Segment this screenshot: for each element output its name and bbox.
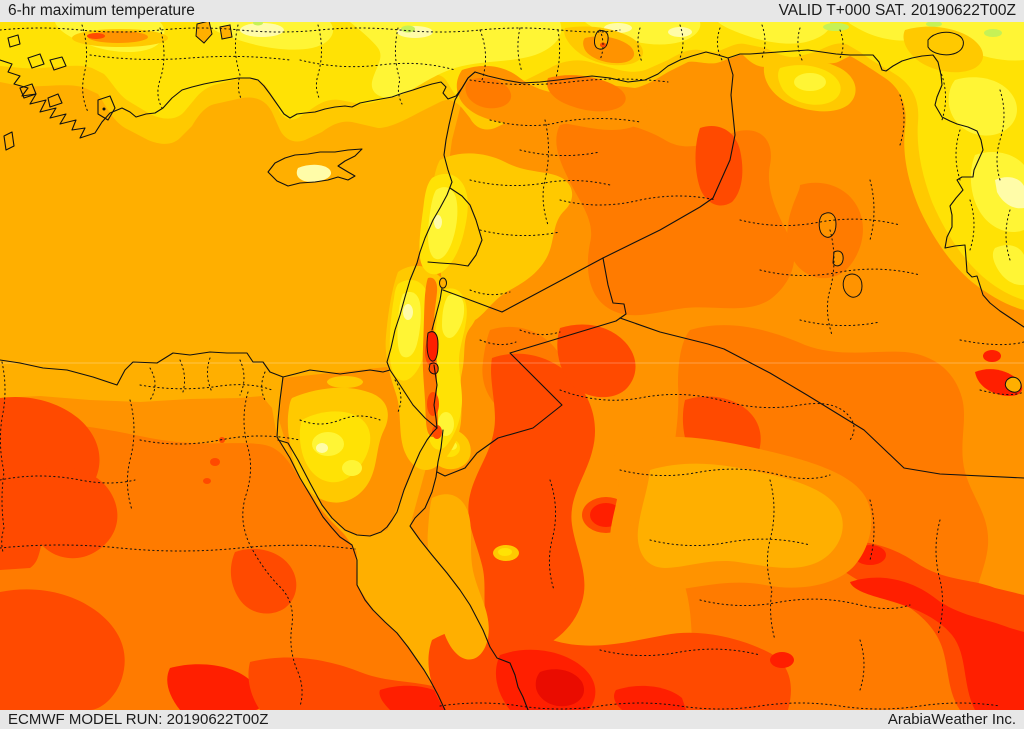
- footer-bar: ECMWF MODEL RUN: 20190622T00Z ArabiaWeat…: [0, 710, 1024, 729]
- attribution-label: ArabiaWeather Inc.: [887, 711, 1016, 728]
- temperature-field: [0, 20, 1024, 710]
- lakes: [102, 20, 1022, 393]
- admin-boundaries: [0, 24, 1024, 710]
- valid-timestamp: VALID T+000 SAT. 20190622T00Z: [778, 2, 1016, 19]
- map-title: 6-hr maximum temperature: [8, 2, 195, 19]
- header-bar: 6-hr maximum temperature VALID T+000 SAT…: [0, 0, 1024, 22]
- model-run-label: ECMWF MODEL RUN: 20190622T00Z: [8, 711, 269, 728]
- country-borders: [0, 34, 1024, 711]
